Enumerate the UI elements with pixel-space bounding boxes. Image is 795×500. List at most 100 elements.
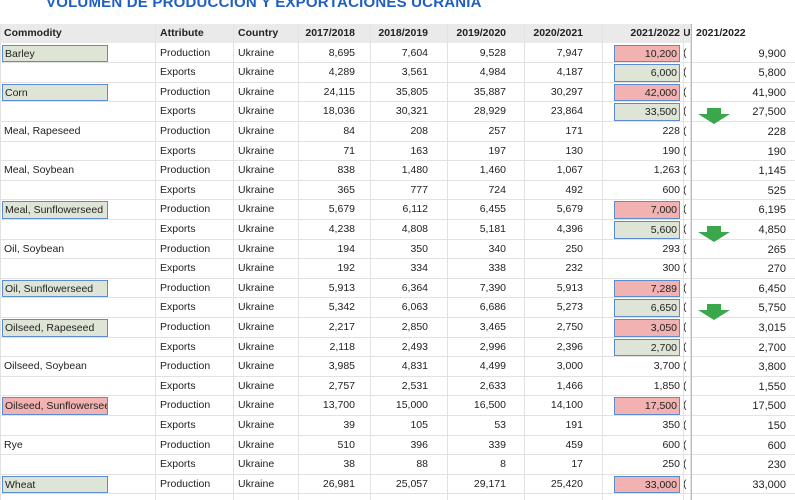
row-line [692,493,795,495]
cell: Exports [160,183,196,196]
cell: 2,118 [329,340,356,353]
row-line [692,62,795,64]
row-line [692,121,795,122]
row-line [692,160,795,162]
row-line [0,199,690,201]
cell: 88 [416,458,428,471]
cell: ( [683,281,687,294]
estimate: 190 [767,145,786,158]
estimate: 3,800 [758,361,786,374]
row-line [692,81,795,83]
col-line [447,24,448,500]
estimate: 150 [767,420,786,432]
cell: 2,633 [479,379,506,392]
row-line [692,199,795,201]
commodity: Oil, Soybean [4,242,65,255]
row-line [0,121,690,122]
cell: Ukraine [238,262,275,275]
cell: Exports [160,223,196,235]
cell: 7,000 [614,201,680,219]
commodity: Rye [4,438,23,451]
cell: 2,757 [328,379,355,392]
cell: Ukraine [238,223,275,235]
commodity: Oilseed, Sunflowerseed [2,397,108,415]
down-arrow [698,108,730,125]
column-header: 2021/2022 [630,27,680,39]
cell: 1,067 [556,164,583,177]
cell: ( [683,301,687,314]
cell: 1,466 [556,379,583,392]
cell: ( [683,223,687,235]
cell: 5,600 [614,221,680,239]
commodity: Oilseed, Rapeseed [2,319,108,337]
cell: 197 [488,144,506,157]
cell: Exports [160,458,196,471]
cell: ( [683,360,687,373]
cell: 300 [662,262,680,275]
cell: 4,238 [328,223,355,235]
estimate: 1,550 [758,380,786,393]
cell: 16,500 [473,399,506,412]
cell: 350 [410,242,428,255]
cell: 6,063 [401,301,428,314]
column-header: U [683,27,691,39]
cell: 42,000 [614,83,680,102]
cell: 171 [565,125,583,137]
cell: 600 [662,438,680,451]
cell: 194 [337,242,355,255]
estimate: 17,500 [752,400,786,413]
cell: Production [160,242,211,255]
cell: 26,981 [322,477,355,490]
cell: ( [683,477,687,490]
cell: 53 [494,419,506,431]
cell: 6,455 [479,203,506,216]
col-line [602,24,603,500]
row-line [692,179,795,181]
cell: 4,396 [556,223,583,235]
row-line [0,101,690,103]
header-bar [0,24,690,43]
cell: Ukraine [238,105,275,118]
cell: ( [683,105,687,118]
cell: Exports [160,105,196,118]
cell: 459 [565,438,583,451]
cell: Production [160,321,211,333]
row-line [0,317,690,318]
cell: Ukraine [238,301,275,314]
cell: ( [683,262,687,275]
cell: Ukraine [238,340,275,353]
row-line [0,454,690,456]
cell: 191 [565,419,583,431]
arrow-shape [698,304,730,321]
cell: ( [683,458,687,471]
row-line [0,434,690,436]
cell: 2,996 [479,340,506,353]
row-line [0,415,690,416]
row-line [692,297,795,299]
cell: 6,364 [401,281,428,294]
cell: Ukraine [238,438,275,451]
cell: 25,420 [550,477,583,490]
estimate: 6,195 [758,204,786,217]
cell: ( [683,164,687,177]
row-line [0,395,690,397]
cell: 1,460 [479,164,506,177]
cell: Ukraine [238,66,275,79]
cell: Ukraine [238,419,275,431]
cell: 10,200 [614,44,680,63]
row-line [0,493,690,495]
col-line [524,24,525,500]
overlay-panel [691,24,795,500]
cell: 105 [410,419,428,431]
cell: Exports [160,144,196,157]
cell: 30,321 [395,105,428,118]
cell: 1,480 [401,164,428,177]
arrow-shape [698,108,730,125]
row-line [0,179,690,181]
cell: ( [683,66,687,79]
cell: 25,057 [395,477,428,490]
col-line [298,24,299,500]
cell: 724 [488,183,506,196]
cell: 7,947 [556,46,583,59]
